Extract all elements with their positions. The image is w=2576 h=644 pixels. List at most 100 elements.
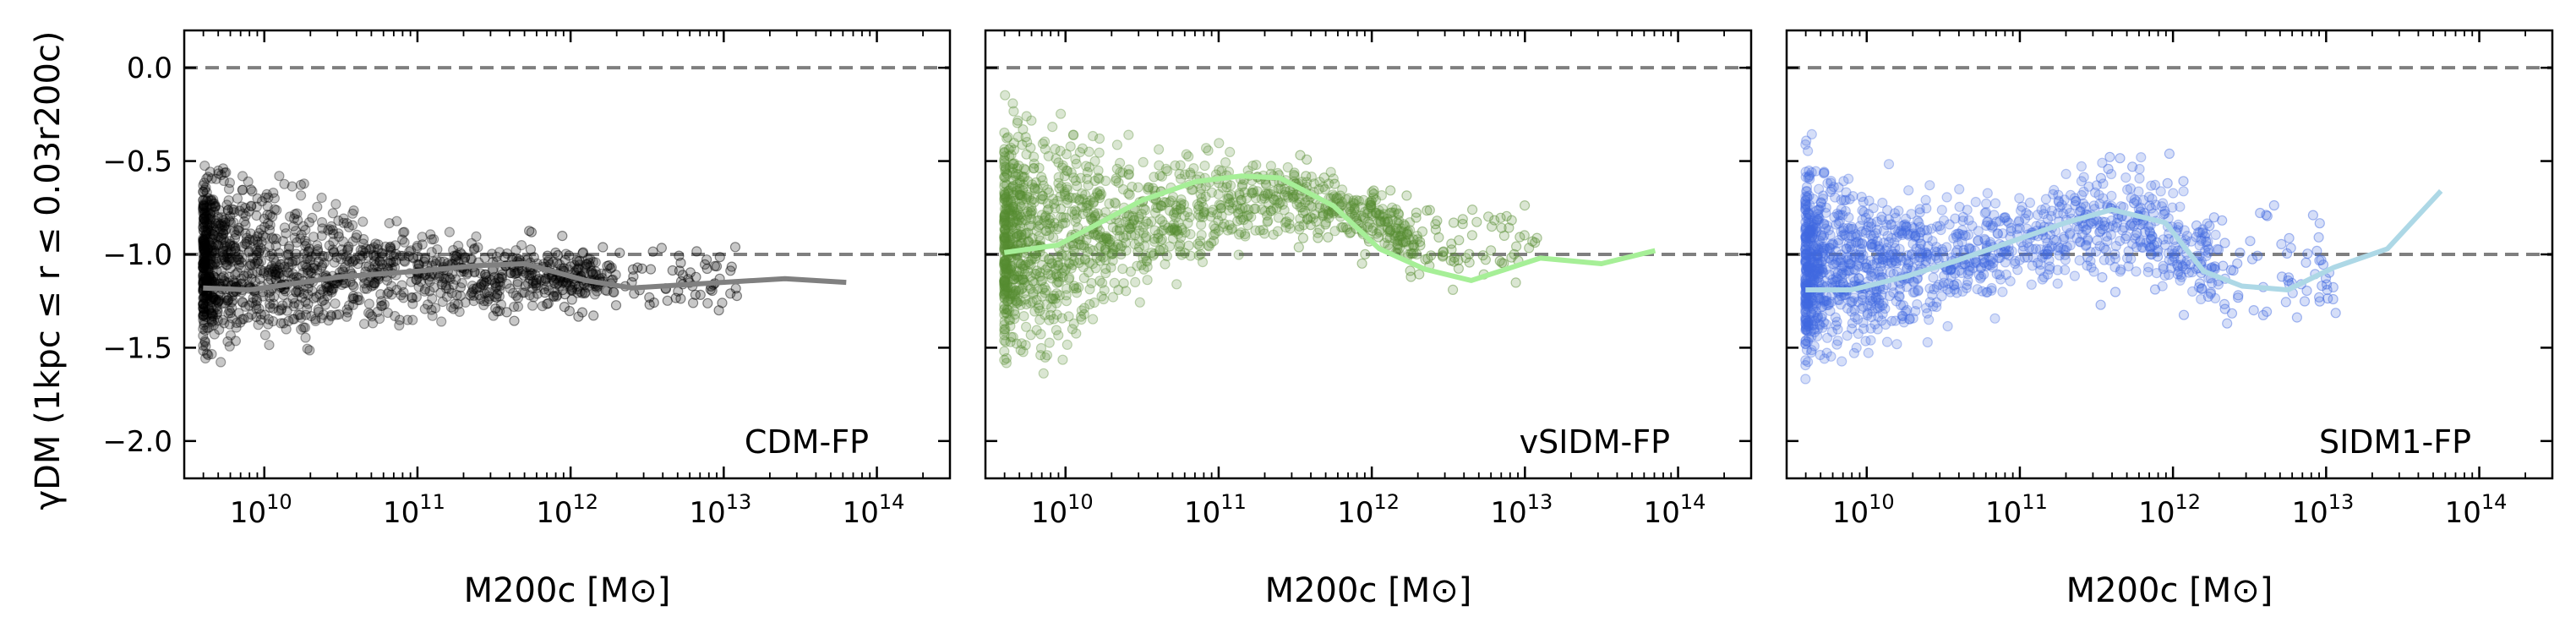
- scatter-point: [347, 256, 358, 267]
- scatter-point: [1800, 191, 1811, 202]
- scatter-point: [232, 193, 243, 204]
- scatter-point: [243, 268, 254, 279]
- scatter-point: [1023, 176, 1034, 187]
- scatter-point: [328, 236, 339, 248]
- scatter-point: [1094, 147, 1105, 158]
- scatter-point: [429, 303, 441, 314]
- x-tick-label: 1013: [2291, 490, 2354, 530]
- scatter-point: [1220, 157, 1231, 168]
- scatter-point: [225, 263, 236, 274]
- scatter-point: [249, 258, 260, 269]
- scatter-point: [1489, 215, 1500, 226]
- scatter-point: [282, 297, 293, 308]
- scatter-point: [1891, 339, 1902, 350]
- y-tick-label: −1.5: [102, 331, 172, 365]
- y-axis-title: γDM (1kpc ≤ r ≤ 0.03r200c): [29, 30, 68, 510]
- scatter-point: [1079, 189, 1091, 200]
- scatter-point: [200, 352, 211, 364]
- scatter-point: [406, 245, 417, 256]
- scatter-point: [412, 243, 423, 254]
- scatter-point: [357, 216, 368, 227]
- scatter-point: [388, 251, 399, 262]
- scatter-point: [210, 256, 222, 267]
- scatter-point: [614, 248, 625, 259]
- scatter-point: [1033, 221, 1044, 232]
- scatter-point: [1836, 356, 1847, 367]
- scatter-point: [264, 340, 275, 351]
- scatter-point: [2052, 265, 2063, 276]
- scatter-point: [2052, 208, 2063, 219]
- scatter-point: [419, 303, 430, 314]
- scatter-point: [1800, 263, 1811, 274]
- scatter-point: [1061, 296, 1072, 307]
- scatter-point: [1082, 166, 1094, 177]
- scatter-point: [527, 283, 538, 294]
- scatter-point: [539, 276, 550, 287]
- scatter-point: [552, 257, 563, 269]
- scatter-point: [1233, 249, 1244, 260]
- scatter-point: [316, 192, 327, 204]
- scatter-point: [2209, 261, 2220, 272]
- scatter-point: [583, 258, 595, 269]
- scatter-point: [1021, 149, 1032, 160]
- scatter-point: [317, 250, 328, 261]
- scatter-point: [198, 236, 209, 247]
- scatter-point: [2233, 290, 2244, 301]
- scatter-point: [1803, 320, 1814, 331]
- scatter-point: [1898, 300, 1909, 311]
- scatter-point: [198, 324, 209, 335]
- scatter-point: [1205, 237, 1217, 248]
- scatter-point: [2028, 252, 2038, 263]
- scatter-point: [1214, 138, 1225, 149]
- scatter-point: [539, 273, 551, 284]
- scatter-point: [1134, 297, 1145, 308]
- scatter-point: [357, 245, 368, 256]
- scatter-point: [1942, 320, 1953, 332]
- scatter-point: [501, 307, 512, 318]
- scatter-point: [999, 127, 1010, 139]
- scatter-point: [2082, 252, 2093, 263]
- scatter-point: [2276, 271, 2288, 282]
- scatter-point: [319, 251, 330, 262]
- scatter-point: [287, 269, 298, 280]
- scatter-point: [2255, 207, 2266, 219]
- scatter-point: [198, 244, 210, 255]
- scatter-point: [224, 177, 235, 188]
- scatter-point: [451, 249, 463, 260]
- scatter-point: [363, 308, 374, 319]
- scatter-point: [1800, 374, 1811, 385]
- scatter-point: [1043, 254, 1055, 265]
- scatter-point: [1803, 172, 1814, 183]
- scatter-point: [278, 318, 289, 329]
- scatter-point: [210, 216, 221, 226]
- scatter-point: [222, 336, 233, 347]
- scatter-point: [363, 260, 374, 271]
- scatter-point: [1042, 205, 1053, 216]
- scatter-point: [2131, 266, 2142, 277]
- scatter-point: [1127, 181, 1138, 193]
- scatter-point: [346, 254, 357, 265]
- scatter-point: [1838, 225, 1849, 236]
- scatter-point: [1061, 283, 1072, 294]
- scatter-point: [1831, 276, 1842, 287]
- scatter-point: [205, 210, 216, 221]
- scatter-point: [354, 250, 366, 261]
- scatter-point: [2024, 197, 2036, 208]
- scatter-point: [210, 201, 221, 212]
- scatter-point: [2020, 213, 2031, 224]
- scatter-point: [237, 184, 248, 195]
- scatter-point: [2268, 199, 2279, 211]
- scatter-point: [505, 268, 516, 279]
- scatter-point: [533, 273, 545, 284]
- scatter-point: [1402, 229, 1413, 240]
- scatter-point: [427, 310, 438, 321]
- scatter-point: [338, 217, 349, 228]
- scatter-point: [260, 232, 271, 243]
- scatter-point: [1961, 282, 1972, 293]
- scatter-point: [1464, 248, 1475, 259]
- x-tick-label: 1010: [1031, 490, 1094, 530]
- scatter-point: [289, 297, 300, 308]
- scatter-point: [203, 213, 214, 224]
- scatter-point: [1122, 211, 1132, 222]
- scatter-point: [1154, 170, 1165, 181]
